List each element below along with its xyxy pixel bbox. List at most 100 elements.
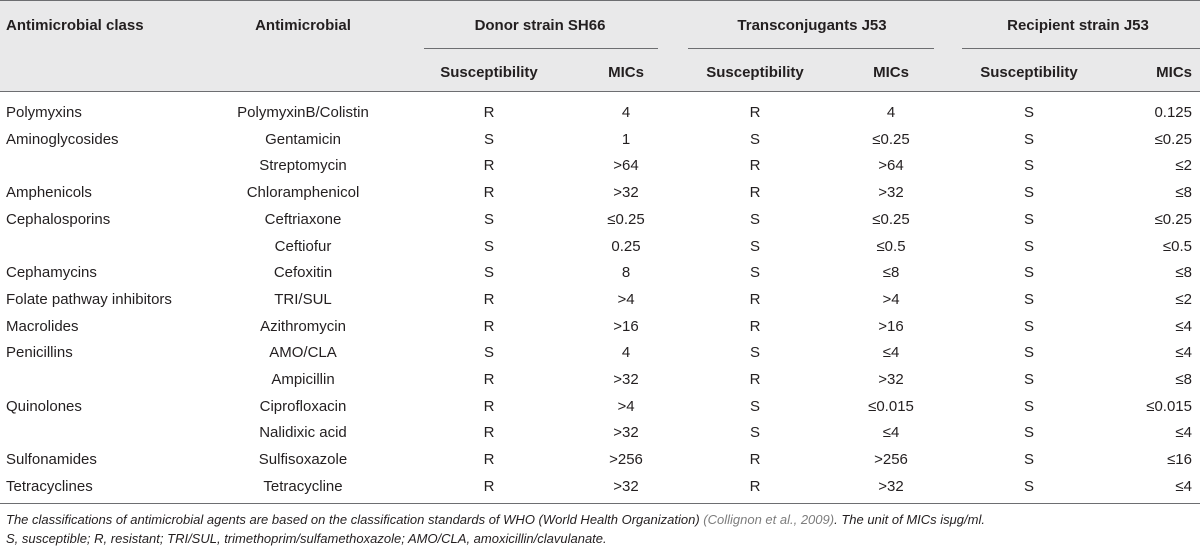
cell-antimicrobial: Chloramphenicol <box>246 184 360 201</box>
cell-recipient-mics: ≤8 <box>1175 371 1192 388</box>
cell-antimicrobial: AMO/CLA <box>269 344 337 361</box>
cell-recipient-susceptibility: S <box>1023 371 1035 388</box>
cell-donor-mics: ≤0.25 <box>607 211 645 228</box>
cell-antimicrobial: Ceftiofur <box>274 238 332 255</box>
cell-recipient-mics: ≤8 <box>1175 264 1192 281</box>
header-group-recipient: Recipient strain J53 <box>1007 17 1149 34</box>
cell-transconjugants-susceptibility: S <box>749 264 761 281</box>
group-rule-donor <box>424 48 658 49</box>
header-group-transconjugants: Transconjugants J53 <box>737 17 887 34</box>
group-rule-recipient <box>962 48 1200 49</box>
cell-transconjugants-susceptibility: R <box>749 451 761 468</box>
cell-transconjugants-susceptibility: R <box>749 184 761 201</box>
cell-class: Aminoglycosides <box>6 131 119 148</box>
cell-antimicrobial: Nalidixic acid <box>259 424 347 441</box>
cell-transconjugants-mics: >32 <box>878 184 904 201</box>
subheader-mics-recipient: MICs <box>1156 64 1192 81</box>
cell-donor-mics: 0.25 <box>611 238 641 255</box>
cell-donor-susceptibility: R <box>483 184 495 201</box>
cell-recipient-mics: ≤4 <box>1175 424 1192 441</box>
cell-donor-susceptibility: R <box>483 371 495 388</box>
cell-antimicrobial: Ceftriaxone <box>264 211 342 228</box>
footnote-line-2: S, susceptible; R, resistant; TRI/SUL, t… <box>6 531 607 546</box>
header-band <box>0 0 1200 92</box>
cell-antimicrobial: Azithromycin <box>260 318 346 335</box>
cell-recipient-mics: ≤2 <box>1175 157 1192 174</box>
cell-class: Cephalosporins <box>6 211 111 228</box>
footnote-citation-link[interactable]: (Collignon et al., 2009) <box>703 512 835 527</box>
cell-transconjugants-mics: ≤4 <box>882 424 900 441</box>
subheader-mics-transconjugants: MICs <box>873 64 909 81</box>
cell-recipient-susceptibility: S <box>1023 238 1035 255</box>
cell-donor-susceptibility: R <box>483 424 495 441</box>
cell-donor-susceptibility: S <box>483 131 495 148</box>
cell-transconjugants-mics: >16 <box>878 318 904 335</box>
cell-transconjugants-susceptibility: R <box>749 291 761 308</box>
cell-recipient-susceptibility: S <box>1023 264 1035 281</box>
cell-transconjugants-mics: ≤0.25 <box>872 211 910 228</box>
cell-antimicrobial: TRI/SUL <box>274 291 332 308</box>
cell-donor-mics: 4 <box>621 104 631 121</box>
cell-transconjugants-susceptibility: S <box>749 344 761 361</box>
cell-donor-susceptibility: R <box>483 318 495 335</box>
cell-donor-mics: >16 <box>613 318 639 335</box>
cell-antimicrobial: Sulfisoxazole <box>258 451 348 468</box>
cell-donor-susceptibility: R <box>483 291 495 308</box>
cell-antimicrobial: Ampicillin <box>271 371 335 388</box>
cell-donor-mics: >32 <box>613 424 639 441</box>
cell-donor-mics: 1 <box>621 131 631 148</box>
cell-recipient-susceptibility: S <box>1023 398 1035 415</box>
cell-transconjugants-mics: >32 <box>878 478 904 495</box>
cell-class: Penicillins <box>6 344 73 361</box>
cell-recipient-mics: ≤0.25 <box>1154 211 1192 228</box>
subheader-mics-donor: MICs <box>608 64 644 81</box>
cell-recipient-susceptibility: S <box>1023 184 1035 201</box>
cell-recipient-mics: ≤0.25 <box>1154 131 1192 148</box>
cell-donor-susceptibility: S <box>483 264 495 281</box>
cell-donor-susceptibility: R <box>483 104 495 121</box>
cell-transconjugants-susceptibility: R <box>749 157 761 174</box>
cell-transconjugants-mics: >64 <box>878 157 904 174</box>
cell-transconjugants-susceptibility: S <box>749 398 761 415</box>
cell-recipient-mics: ≤4 <box>1175 344 1192 361</box>
cell-antimicrobial: PolymyxinB/Colistin <box>237 104 369 121</box>
subheader-susceptibility-transconjugants: Susceptibility <box>706 64 804 81</box>
header-bottom-rule <box>0 91 1200 92</box>
cell-recipient-susceptibility: S <box>1023 344 1035 361</box>
cell-antimicrobial: Ciprofloxacin <box>259 398 347 415</box>
cell-antimicrobial: Streptomycin <box>259 157 347 174</box>
cell-donor-mics: >32 <box>613 184 639 201</box>
cell-recipient-mics: ≤4 <box>1175 318 1192 335</box>
cell-recipient-susceptibility: S <box>1023 104 1035 121</box>
cell-transconjugants-mics: ≤4 <box>882 344 900 361</box>
cell-transconjugants-mics: 4 <box>886 104 896 121</box>
subheader-susceptibility-recipient: Susceptibility <box>980 64 1078 81</box>
cell-donor-mics: 4 <box>621 344 631 361</box>
cell-recipient-mics: 0.125 <box>1154 104 1192 121</box>
cell-transconjugants-susceptibility: S <box>749 424 761 441</box>
cell-transconjugants-mics: >32 <box>878 371 904 388</box>
cell-transconjugants-susceptibility: R <box>749 318 761 335</box>
cell-class: Macrolides <box>6 318 79 335</box>
cell-transconjugants-mics: >256 <box>874 451 908 468</box>
cell-transconjugants-mics: >4 <box>882 291 900 308</box>
cell-transconjugants-mics: ≤0.25 <box>872 131 910 148</box>
footnote-unit-text: . The unit of MICs isμg/ml. <box>834 512 985 527</box>
cell-donor-mics: >256 <box>609 451 643 468</box>
cell-class: Polymyxins <box>6 104 82 121</box>
cell-donor-susceptibility: R <box>483 398 495 415</box>
cell-recipient-mics: ≤8 <box>1175 184 1192 201</box>
cell-transconjugants-mics: ≤8 <box>882 264 900 281</box>
footnote-text: The classifications of antimicrobial age… <box>6 512 700 527</box>
cell-recipient-susceptibility: S <box>1023 478 1035 495</box>
table-bottom-rule <box>0 503 1200 504</box>
cell-recipient-mics: ≤0.015 <box>1146 398 1192 415</box>
cell-recipient-mics: ≤0.5 <box>1162 238 1192 255</box>
cell-transconjugants-susceptibility: S <box>749 131 761 148</box>
cell-donor-mics: >4 <box>617 291 635 308</box>
cell-donor-susceptibility: S <box>483 211 495 228</box>
cell-class: Amphenicols <box>6 184 92 201</box>
cell-transconjugants-mics: ≤0.015 <box>868 398 914 415</box>
cell-donor-mics: >32 <box>613 371 639 388</box>
